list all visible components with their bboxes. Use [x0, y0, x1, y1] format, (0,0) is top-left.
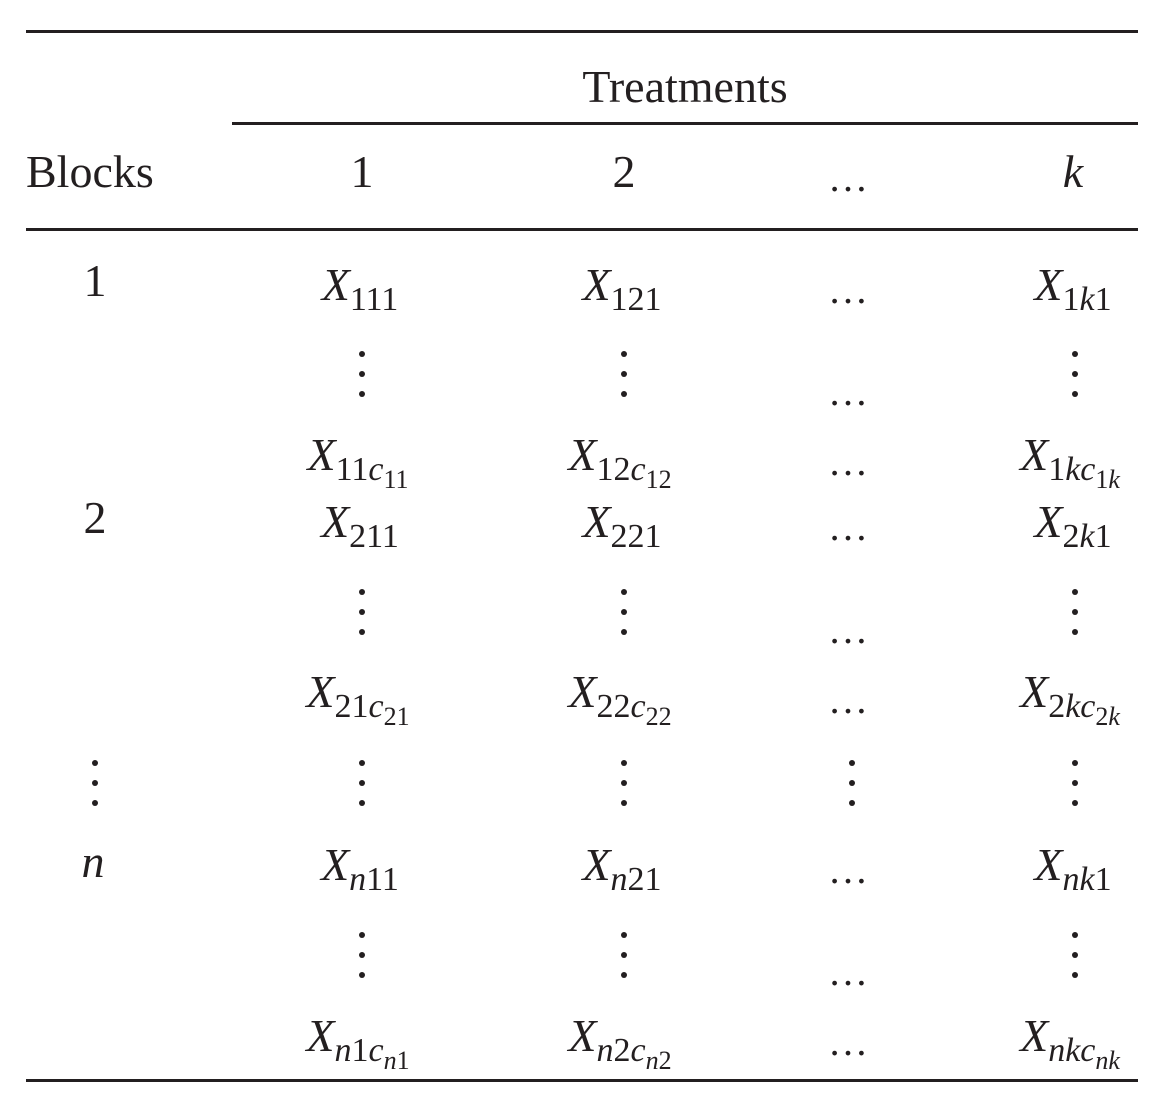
row1-ellipsis: … — [828, 267, 876, 312]
cell-x2kc2k: X2kc2k — [1020, 666, 1120, 731]
row1-mid-ellipsis: … — [828, 369, 876, 414]
column-header-1: 1 — [350, 146, 374, 197]
colk-vdots-1 — [1072, 351, 1078, 397]
rown-last-ellipsis: … — [828, 1019, 876, 1064]
cell-xn1cn1: Xn1cn1 — [306, 1010, 410, 1075]
cell-xnkcnk: Xnkcnk — [1020, 1010, 1120, 1075]
cell-x1kc1k: X1kc1k — [1020, 429, 1120, 494]
cell-x211: X211 — [321, 496, 399, 555]
col1-vdots-n — [359, 932, 365, 978]
col2-vdots-between — [621, 760, 627, 806]
cell-x21c21: X21c21 — [306, 666, 410, 731]
treatments-underline — [232, 122, 1138, 125]
column-header-ellipsis: … — [828, 155, 876, 200]
row2-mid-ellipsis: … — [828, 607, 876, 652]
col2-vdots-2 — [621, 589, 627, 635]
bottom-rule — [26, 1079, 1138, 1082]
col1-vdots-2 — [359, 589, 365, 635]
cell-x11c11: X11c11 — [307, 429, 409, 494]
cell-x121: X121 — [582, 259, 662, 318]
header-rule — [26, 228, 1138, 231]
block-label-1: 1 — [83, 255, 107, 306]
colk-vdots-between — [1072, 760, 1078, 806]
colellipsis-vdots-between — [849, 760, 855, 806]
cell-x22c22: X22c22 — [568, 666, 672, 731]
col2-vdots-1 — [621, 351, 627, 397]
cell-x2k1: X2k1 — [1034, 496, 1112, 555]
block-label-vdots — [92, 760, 98, 806]
col1-vdots-1 — [359, 351, 365, 397]
rown-ellipsis: … — [828, 847, 876, 892]
cell-xnk1: Xnk1 — [1034, 839, 1112, 898]
cell-x1k1: X1k1 — [1034, 259, 1112, 318]
colk-vdots-n — [1072, 932, 1078, 978]
block-label-2: 2 — [83, 492, 107, 543]
cell-xn2cn2: Xn2cn2 — [568, 1010, 672, 1075]
column-header-2: 2 — [612, 146, 636, 197]
row2-ellipsis: … — [828, 504, 876, 549]
colk-vdots-2 — [1072, 589, 1078, 635]
col1-vdots-between — [359, 760, 365, 806]
cell-x221: X221 — [582, 496, 662, 555]
treatments-heading: Treatments — [582, 61, 788, 112]
row1-last-ellipsis: … — [828, 439, 876, 484]
cell-x12c12: X12c12 — [568, 429, 672, 494]
cell-xn11: Xn11 — [321, 839, 399, 898]
block-label-n: n — [81, 836, 105, 887]
column-header-k: k — [1062, 146, 1084, 197]
cell-x111: X111 — [321, 259, 399, 318]
cell-xn21: Xn21 — [582, 839, 662, 898]
rown-mid-ellipsis: … — [828, 949, 876, 994]
col2-vdots-n — [621, 932, 627, 978]
row2-last-ellipsis: … — [828, 677, 876, 722]
top-rule — [26, 30, 1138, 33]
blocks-heading: Blocks — [26, 146, 154, 197]
